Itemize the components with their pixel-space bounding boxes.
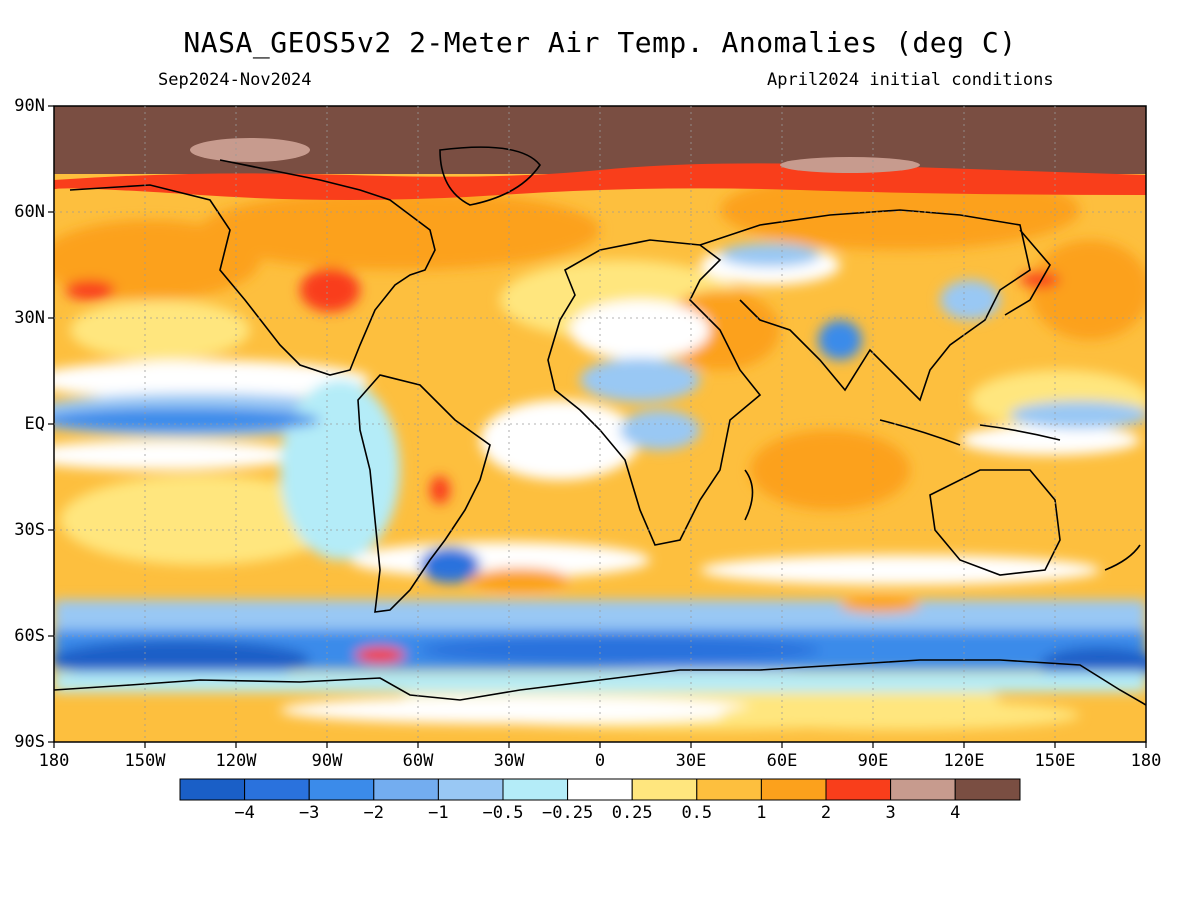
lon-label-60e: 60E [766,751,798,771]
colorbar-swatch-8 [696,778,762,801]
lat-label-60n: 60N [14,202,45,222]
colorbar-label: 0.5 [681,803,713,823]
colorbar-swatch-5 [502,778,569,801]
colorbar-label: −4 [234,803,255,823]
colorbar-swatch-0 [179,778,246,801]
lat-label-60s: 60S [14,626,45,646]
lon-label-180e: 180 [1130,751,1162,771]
colorbar-label: −0.5 [482,803,524,823]
colorbar-label: −1 [428,803,449,823]
lon-label-150w: 150W [124,751,166,771]
colorbar-label: 3 [885,803,896,823]
map-title: NASA_GEOS5v2 2-Meter Air Temp. Anomalies… [183,26,1017,59]
colorbar-swatch-10 [825,778,892,801]
lon-label-120e: 120E [943,751,985,771]
colorbar-label: −3 [298,803,320,823]
lat-label-90s: 90S [14,732,45,752]
lon-label-120w: 120W [215,751,257,771]
lon-label-30w: 30W [493,751,525,771]
lon-label-30e: 30E [675,751,707,771]
lon-label-0: 0 [594,751,606,771]
colorbar-label: 1 [756,803,767,823]
colorbar-label: 2 [820,803,832,823]
colorbar-swatch-9 [760,778,827,801]
coastlines [54,146,1146,706]
colorbar-swatch-4 [437,778,504,801]
lat-label-90n: 90N [14,96,45,116]
lat-label-30s: 30S [14,520,45,540]
colorbar-label: −2 [363,803,385,823]
colorbar-label: 0.25 [611,803,653,823]
colorbar-swatch-6 [567,778,633,801]
colorbar-swatch-2 [308,778,375,801]
colorbar [179,778,1021,801]
colorbar-swatch-1 [244,778,310,801]
forecast-period: Sep2024-Nov2024 [158,70,312,90]
lon-label-90e: 90E [857,751,889,771]
colorbar-swatch-7 [631,778,698,801]
colorbar-swatch-12 [954,778,1021,801]
lon-label-150e: 150E [1034,751,1076,771]
lon-label-60w: 60W [402,751,434,771]
initial-conditions: April2024 initial conditions [767,70,1054,90]
axis-ticks [48,105,1147,748]
lon-label-90w: 90W [311,751,343,771]
colorbar-label: 4 [950,803,961,823]
colorbar-swatch-3 [373,778,439,801]
colorbar-swatch-11 [890,778,956,801]
graticule [54,106,1146,742]
colorbar-label: −0.25 [542,803,594,823]
lat-label-eq: EQ [24,414,45,434]
lat-label-30n: 30N [14,308,45,328]
lon-label-180w: 180 [38,751,70,771]
